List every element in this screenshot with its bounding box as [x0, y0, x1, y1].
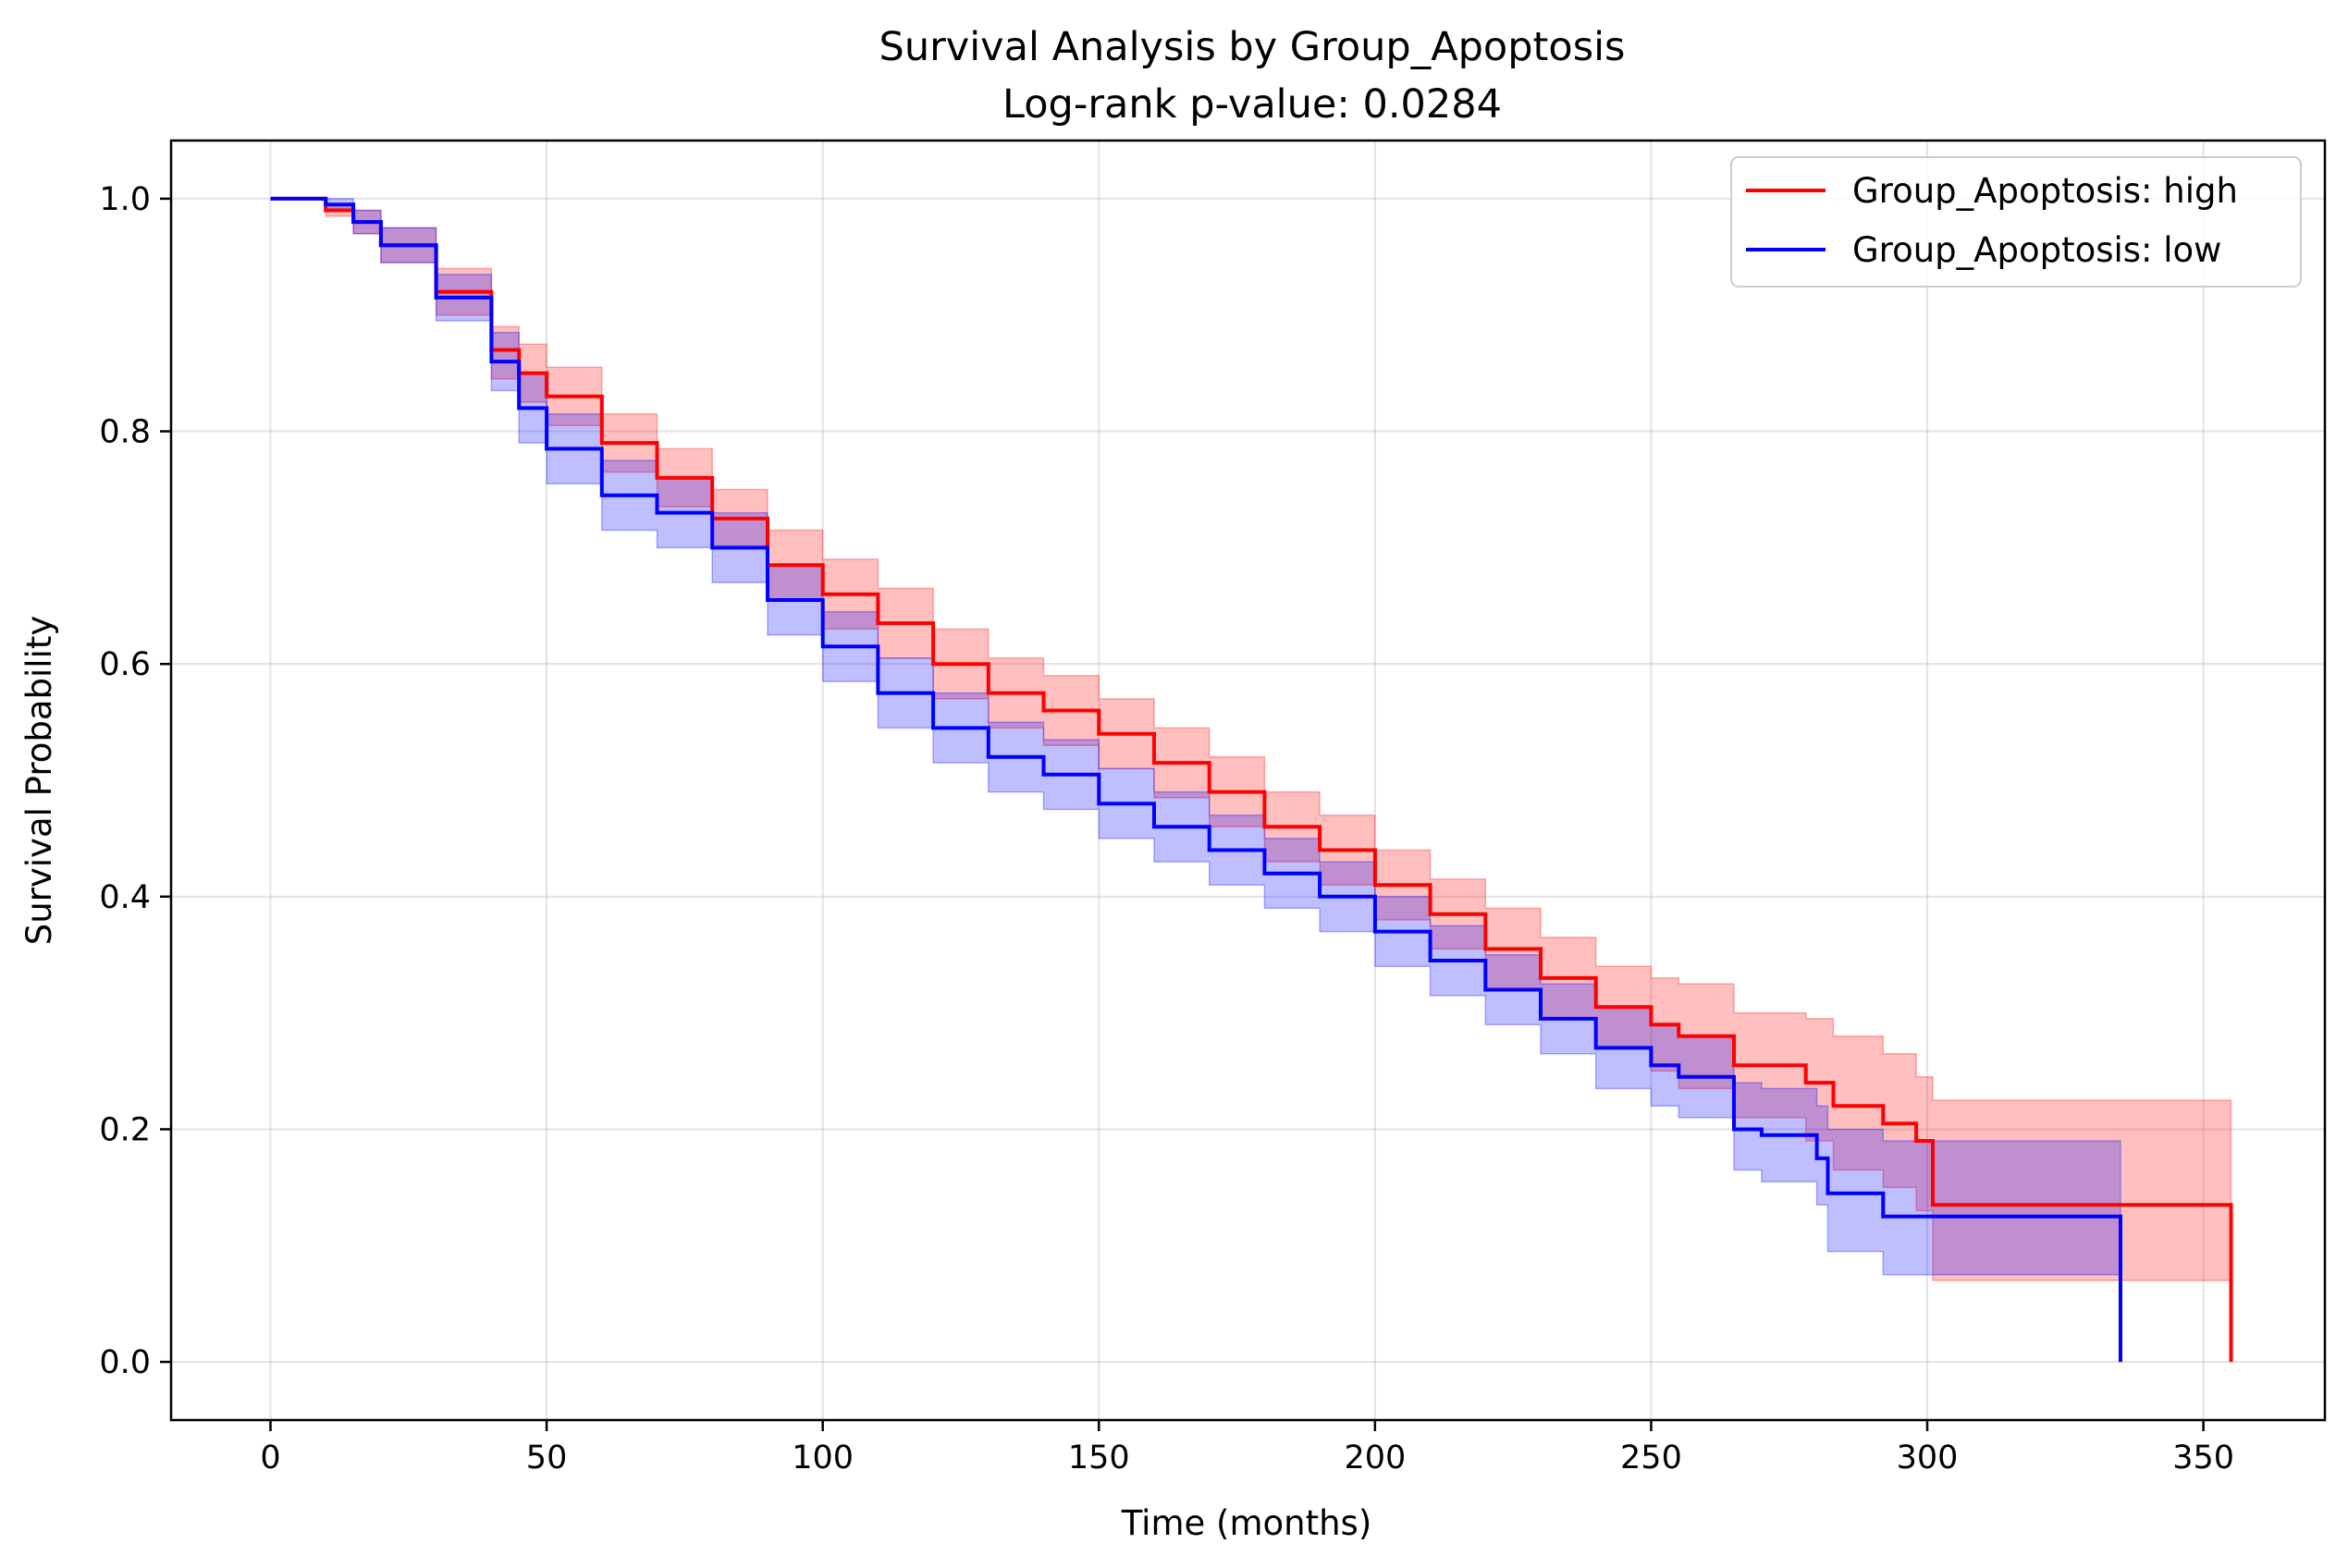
legend-label-low: Group_Apoptosis: low — [1852, 230, 2221, 270]
chart-title: Survival Analysis by Group_Apoptosis — [879, 24, 1626, 70]
survival-curve-low — [270, 196, 2122, 1363]
survival-curves — [270, 196, 2233, 1363]
x-tick-label-2: 100 — [792, 1439, 854, 1476]
x-tick-label-7: 350 — [2172, 1439, 2234, 1476]
chart-subtitle: Log-rank p-value: 0.0284 — [1002, 81, 1502, 128]
y-axis-ticks: 0.0 0.2 0.4 0.6 0.8 1.0 — [99, 181, 171, 1381]
legend: Group_Apoptosis: high Group_Apoptosis: l… — [1730, 156, 2302, 288]
x-axis-ticks: 0 50 100 150 200 250 300 350 — [260, 1420, 2234, 1476]
y-axis-label: Survival Probability — [19, 616, 59, 946]
x-tick-label-1: 50 — [526, 1439, 568, 1476]
plot-area-frame — [169, 139, 2327, 1422]
legend-frame — [1730, 156, 2302, 288]
y-tick-label-5: 1.0 — [99, 181, 151, 218]
y-tick-label-3: 0.6 — [99, 646, 151, 683]
y-tick-label-4: 0.8 — [99, 414, 151, 451]
y-tick-label-2: 0.4 — [99, 879, 151, 916]
x-tick-label-4: 200 — [1344, 1439, 1406, 1476]
y-tick-label-1: 0.2 — [99, 1111, 151, 1148]
x-tick-label-5: 250 — [1620, 1439, 1682, 1476]
x-tick-label-0: 0 — [260, 1439, 280, 1476]
legend-label-high: Group_Apoptosis: high — [1852, 171, 2238, 211]
x-tick-label-6: 300 — [1897, 1439, 1959, 1476]
x-tick-label-3: 150 — [1068, 1439, 1130, 1476]
x-axis-label: Time (months) — [1121, 1503, 1372, 1543]
y-tick-label-0: 0.0 — [99, 1344, 151, 1381]
grid-lines — [171, 141, 2325, 1420]
